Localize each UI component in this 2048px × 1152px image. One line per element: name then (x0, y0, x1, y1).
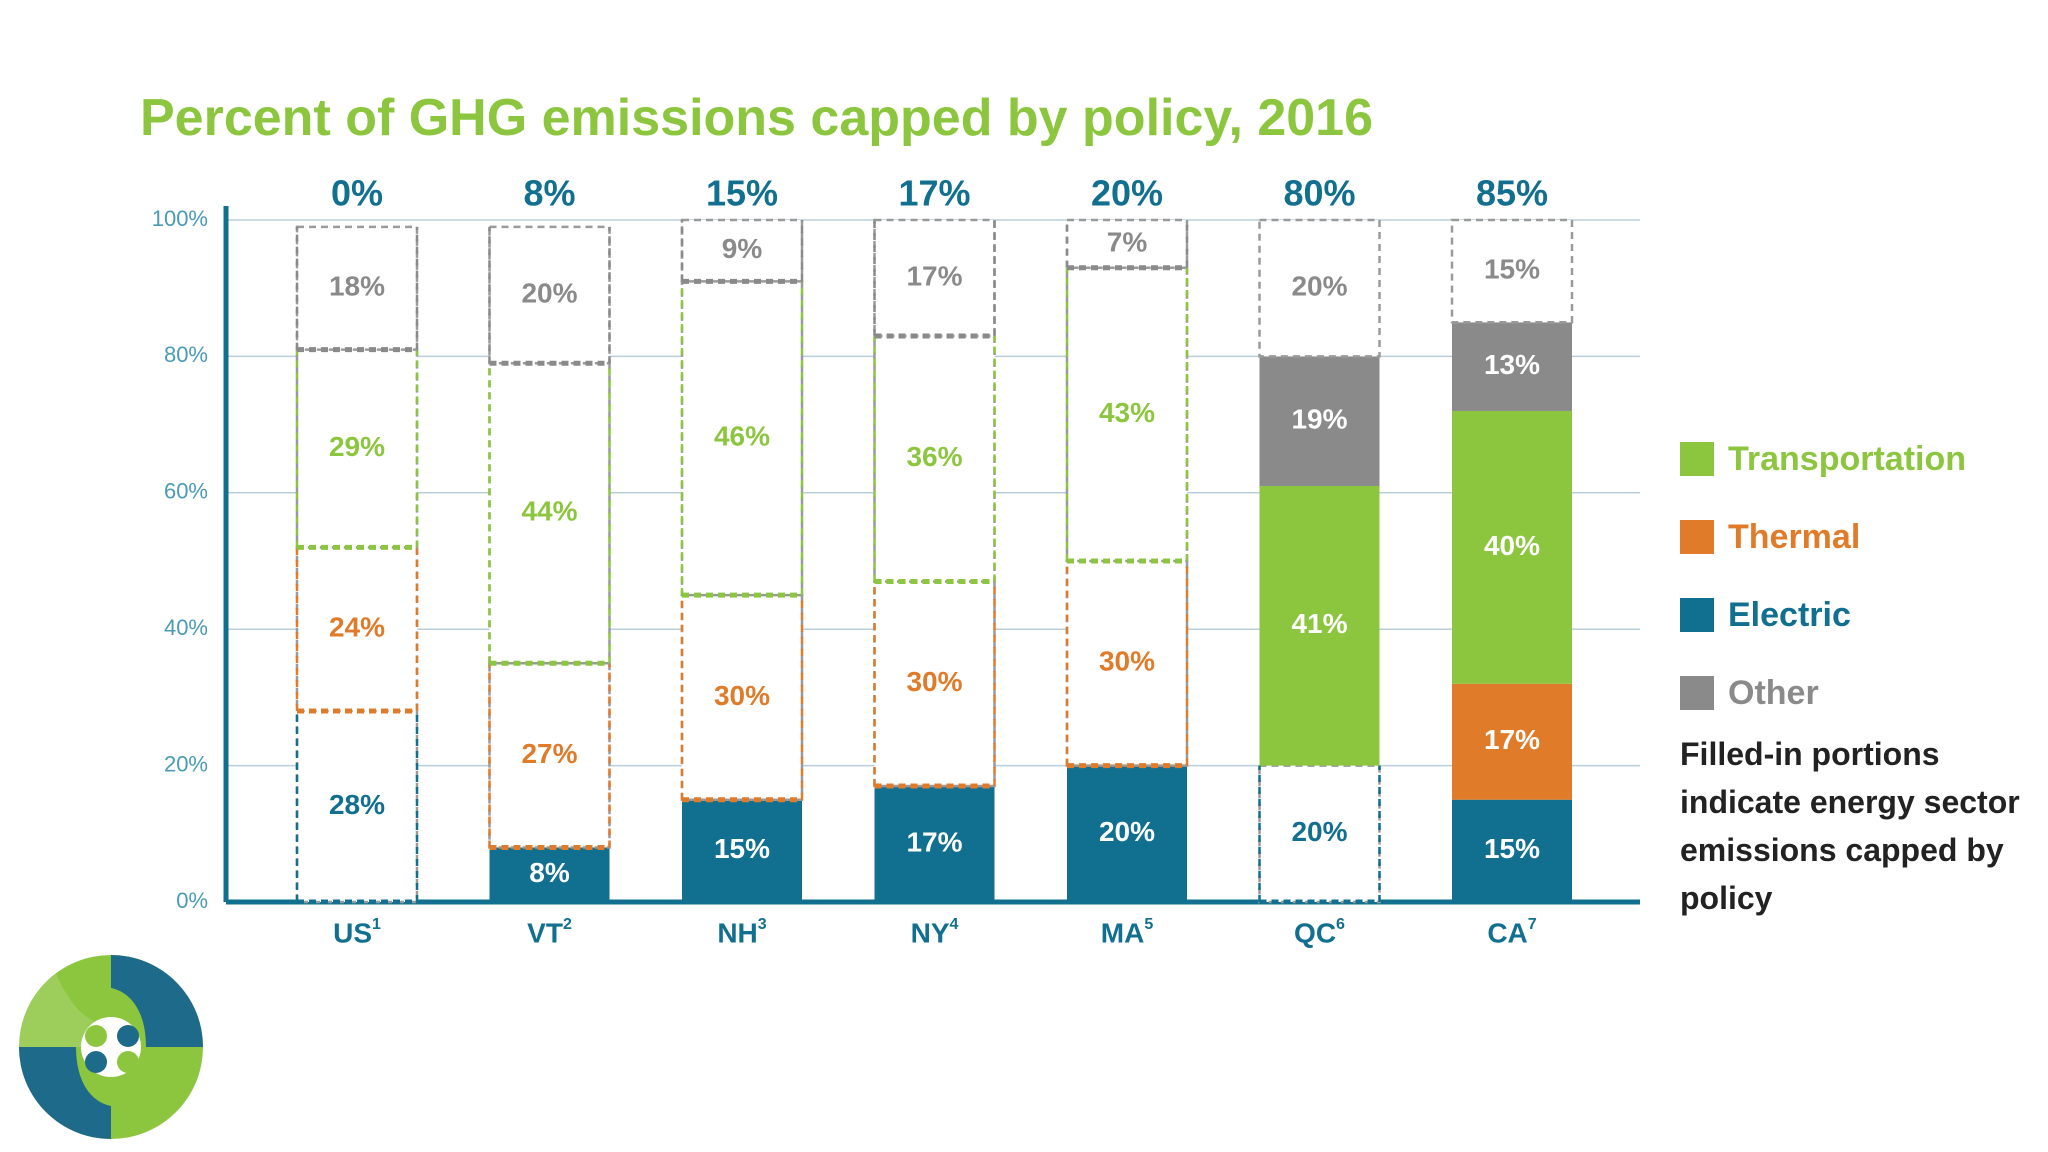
legend-item-thermal: Thermal (1680, 498, 1966, 576)
data-label: 15% (1484, 833, 1540, 864)
x-tick-label: MA5 (1101, 916, 1154, 948)
legend-label: Transportation (1728, 439, 1967, 478)
bar-transportation (1259, 485, 1380, 766)
total-label: 15% (706, 173, 778, 214)
data-label: 41% (1291, 608, 1347, 639)
data-label: 30% (1099, 646, 1155, 677)
data-label: 18% (329, 271, 385, 302)
legend-item-other: Other (1680, 654, 1966, 732)
bar-thermal (680, 593, 804, 801)
logo-icon (19, 955, 203, 1139)
bar-other (1065, 218, 1189, 269)
total-label: 85% (1476, 173, 1548, 214)
data-label: 19% (1291, 404, 1347, 435)
data-label: 9% (722, 233, 763, 264)
data-label: 17% (1484, 724, 1540, 755)
data-label: 28% (329, 789, 385, 820)
x-tick-label: QC6 (1294, 916, 1345, 948)
legend: Transportation Thermal Electric Other (1680, 420, 1966, 732)
bar-transportation (680, 280, 804, 597)
data-label: 13% (1484, 349, 1540, 380)
bar-other (873, 218, 996, 338)
x-tick-superscript: 5 (1144, 916, 1153, 933)
bar-electric (1452, 799, 1572, 902)
data-label: 7% (1107, 226, 1148, 257)
bar-thermal (1452, 683, 1572, 800)
data-label: 17% (906, 260, 962, 291)
legend-label: Thermal (1728, 517, 1861, 556)
data-label: 20% (1291, 271, 1347, 302)
bar-transportation (1452, 410, 1572, 684)
x-tick-label: VT2 (527, 916, 572, 948)
legend-label: Electric (1728, 595, 1851, 634)
legend-swatch-thermal (1680, 520, 1714, 554)
x-tick-label: NH3 (717, 916, 766, 948)
data-label: 20% (1291, 816, 1347, 847)
data-label: 17% (906, 826, 962, 857)
data-label: 20% (521, 277, 577, 308)
data-label: 8% (529, 857, 570, 888)
bar-electric (295, 709, 419, 904)
bar-uncapped (1258, 218, 1381, 358)
bar-thermal (488, 662, 611, 849)
total-label: 80% (1283, 173, 1355, 214)
x-tick-superscript: 2 (563, 916, 572, 933)
data-label: 29% (329, 431, 385, 462)
y-tick-label: 40% (164, 615, 208, 640)
data-label: 46% (714, 421, 770, 452)
x-tick-superscript: 7 (1528, 916, 1537, 933)
legend-swatch-transportation (1680, 442, 1714, 476)
bar-thermal (295, 546, 419, 713)
legend-note: Filled-in portions indicate energy secto… (1680, 736, 2020, 916)
y-tick-label: 80% (164, 342, 208, 367)
bar-other (1452, 322, 1572, 411)
y-tick-label: 60% (164, 479, 208, 504)
total-label: 0% (331, 173, 383, 214)
legend-label: Other (1728, 673, 1819, 712)
data-label: 40% (1484, 530, 1540, 561)
total-label: 8% (523, 173, 575, 214)
data-label: 30% (714, 680, 770, 711)
legend-swatch-electric (1680, 598, 1714, 632)
bar-other (488, 225, 611, 365)
data-label: 27% (521, 738, 577, 769)
bar-electric (1067, 765, 1187, 902)
bar-uncapped (1450, 218, 1574, 324)
x-tick-superscript: 1 (372, 916, 381, 933)
x-tick-superscript: 6 (1336, 916, 1345, 933)
bar-electric (682, 799, 802, 902)
data-label: 15% (1484, 254, 1540, 285)
bar-other (1259, 356, 1380, 486)
bar-electric (489, 847, 610, 902)
x-tick-superscript: 4 (950, 916, 959, 933)
legend-item-transportation: Transportation (1680, 420, 1966, 498)
bar-transportation (488, 361, 611, 665)
x-tick-label: CA7 (1487, 916, 1536, 948)
legend-swatch-other (1680, 676, 1714, 710)
chart-title: Percent of GHG emissions capped by polic… (140, 89, 1374, 147)
data-label: 43% (1099, 397, 1155, 428)
data-label: 15% (714, 833, 770, 864)
x-tick-label: NY4 (911, 916, 959, 948)
data-label: 44% (521, 496, 577, 527)
bar-electric (874, 786, 995, 902)
y-tick-label: 0% (176, 888, 208, 913)
y-tick-label: 20% (164, 751, 208, 776)
x-tick-superscript: 3 (758, 916, 767, 933)
data-label: 20% (1099, 816, 1155, 847)
bar-transportation (295, 348, 419, 549)
data-label: 24% (329, 612, 385, 643)
legend-item-electric: Electric (1680, 576, 1966, 654)
x-tick-label: US1 (333, 916, 381, 948)
data-label: 36% (906, 441, 962, 472)
total-label: 20% (1091, 173, 1163, 214)
y-tick-label: 100% (152, 206, 208, 231)
total-label: 17% (898, 173, 970, 214)
data-label: 30% (906, 666, 962, 697)
